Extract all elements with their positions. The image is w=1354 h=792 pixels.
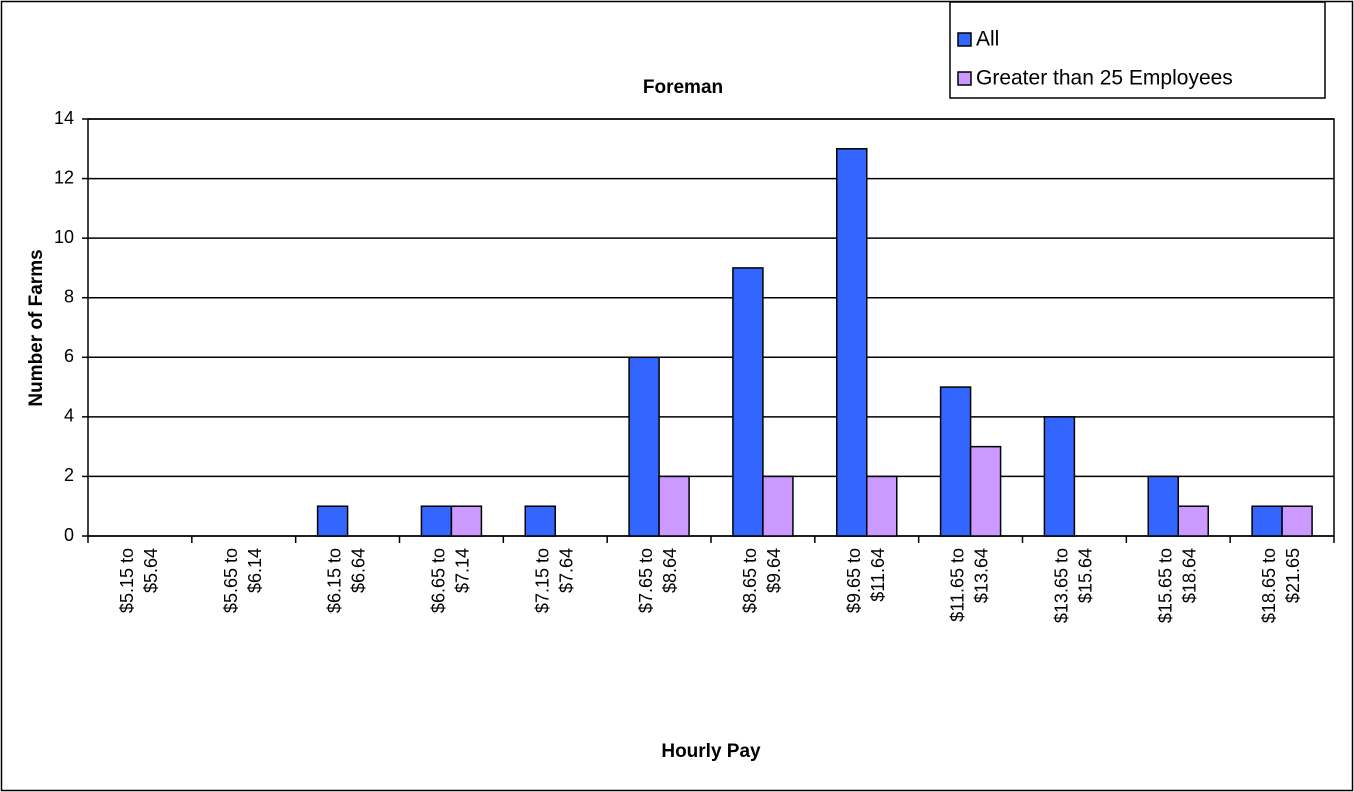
- x-tick-label: $11.65 to $13.64: [947, 548, 991, 622]
- chart-title: Foreman: [643, 77, 723, 98]
- y-tick-label: 8: [64, 286, 74, 306]
- y-tick-label: 2: [64, 465, 74, 485]
- bar: [939, 386, 972, 537]
- y-tick-label: 0: [64, 525, 74, 545]
- bar: [732, 267, 764, 537]
- bar: [316, 505, 349, 537]
- bar: [1251, 505, 1283, 537]
- bar: [658, 475, 690, 537]
- y-tick-label: 6: [64, 346, 74, 366]
- legend-swatch: [957, 32, 972, 47]
- x-tick-label: $7.15 to $7.64: [532, 548, 576, 613]
- x-tick-label: $7.65 to $8.64: [636, 548, 680, 613]
- legend-swatch: [957, 71, 972, 86]
- bar: [866, 475, 898, 537]
- y-axis-label: Number of Farms: [26, 249, 47, 406]
- bar: [836, 148, 868, 537]
- legend-label: All: [976, 28, 999, 51]
- y-tick-label: 10: [54, 227, 74, 247]
- bar: [762, 475, 794, 537]
- x-tick-label: $8.65 to $9.64: [740, 548, 784, 613]
- x-tick-label: $15.65 to $18.64: [1155, 548, 1199, 623]
- bar: [628, 356, 660, 537]
- bar: [524, 505, 556, 537]
- x-tick-label: $5.65 to $6.14: [221, 548, 265, 613]
- x-tick-label: $5.15 to $5.64: [117, 548, 161, 613]
- y-tick-label: 12: [54, 167, 74, 187]
- plot-area: [87, 118, 1335, 537]
- bar: [450, 505, 483, 537]
- x-tick-label: $6.65 to $7.14: [428, 548, 472, 613]
- legend-label: Greater than 25 Employees: [976, 67, 1233, 90]
- bar: [969, 445, 1002, 537]
- bar: [1043, 416, 1076, 537]
- x-tick-label: $18.65 to $21.65: [1259, 548, 1303, 623]
- bar: [1177, 505, 1209, 537]
- x-tick-label: $9.65 to $11.64: [844, 548, 888, 613]
- x-axis-label: Hourly Pay: [661, 741, 761, 762]
- bar: [420, 505, 453, 537]
- y-tick-label: 4: [64, 406, 74, 426]
- y-tick-label: 14: [54, 108, 74, 128]
- x-tick-label: $6.15 to $6.64: [324, 548, 368, 613]
- bar: [1147, 475, 1179, 537]
- x-tick-label: $13.65 to $15.64: [1051, 548, 1095, 623]
- legend-box: [949, 1, 1326, 99]
- bar: [1281, 505, 1313, 537]
